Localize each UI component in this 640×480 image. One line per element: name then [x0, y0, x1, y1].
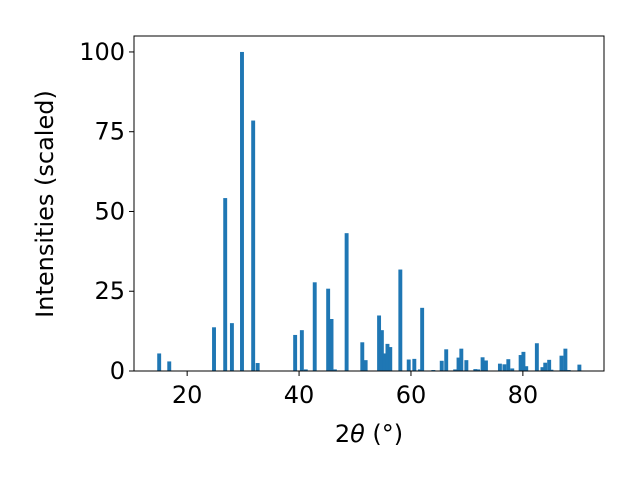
bar [547, 359, 552, 371]
bar [299, 330, 304, 371]
y-tick-label: 75 [94, 118, 125, 146]
bar [329, 318, 334, 371]
bar [332, 369, 337, 371]
x-axis-ticks: 20 40 60 80 [172, 371, 538, 409]
bar [464, 360, 469, 371]
bar [167, 361, 172, 371]
bar [417, 369, 422, 371]
bar [251, 120, 256, 371]
bar [577, 364, 582, 371]
y-axis-ticks: 0 25 50 75 100 [79, 38, 134, 385]
bar [360, 342, 365, 371]
bar [229, 323, 234, 371]
x-axis-title: 2θ (°) [335, 420, 403, 448]
bar [459, 348, 464, 371]
x-tick-label: 80 [508, 381, 539, 409]
bar [543, 362, 548, 371]
bar [510, 368, 515, 371]
bar [240, 51, 244, 371]
bar [406, 359, 411, 371]
bar [518, 355, 523, 371]
plot-frame [133, 35, 605, 372]
bar [439, 360, 444, 371]
bar [559, 355, 564, 371]
bar [379, 330, 384, 371]
bar [524, 366, 529, 371]
y-axis-title: Intensities (scaled) [31, 90, 59, 318]
bar [398, 269, 403, 371]
y-tick-label: 25 [94, 277, 125, 305]
x-tick-label: 20 [172, 381, 203, 409]
bar [312, 282, 317, 371]
bar [385, 343, 390, 371]
bar [255, 363, 260, 371]
bar [303, 369, 308, 371]
bar [363, 360, 368, 371]
bar [480, 357, 485, 371]
bar [521, 351, 526, 371]
bar [212, 327, 216, 371]
bar [483, 360, 488, 371]
bar [412, 358, 417, 371]
bar [534, 343, 539, 371]
bar [377, 315, 382, 371]
x-tick-label: 40 [284, 381, 315, 409]
y-tick-label: 0 [110, 357, 125, 385]
bar [388, 347, 393, 371]
bar [293, 334, 298, 371]
bar [157, 353, 162, 371]
bar [456, 357, 461, 371]
bar [497, 363, 502, 371]
y-tick-label: 50 [94, 197, 125, 225]
bar [223, 198, 228, 371]
bar [502, 364, 507, 371]
bar [344, 233, 349, 371]
bar [506, 359, 511, 371]
bar [453, 369, 458, 371]
bar [444, 349, 449, 371]
bar [563, 348, 568, 371]
x-tick-label: 60 [396, 381, 427, 409]
bar [476, 369, 481, 371]
bar [382, 353, 387, 371]
bar [420, 307, 425, 371]
bar [326, 288, 331, 371]
bar [549, 369, 554, 371]
bar [540, 367, 545, 371]
y-tick-label: 100 [79, 38, 125, 66]
bar [473, 369, 478, 371]
bar-series [157, 51, 582, 371]
